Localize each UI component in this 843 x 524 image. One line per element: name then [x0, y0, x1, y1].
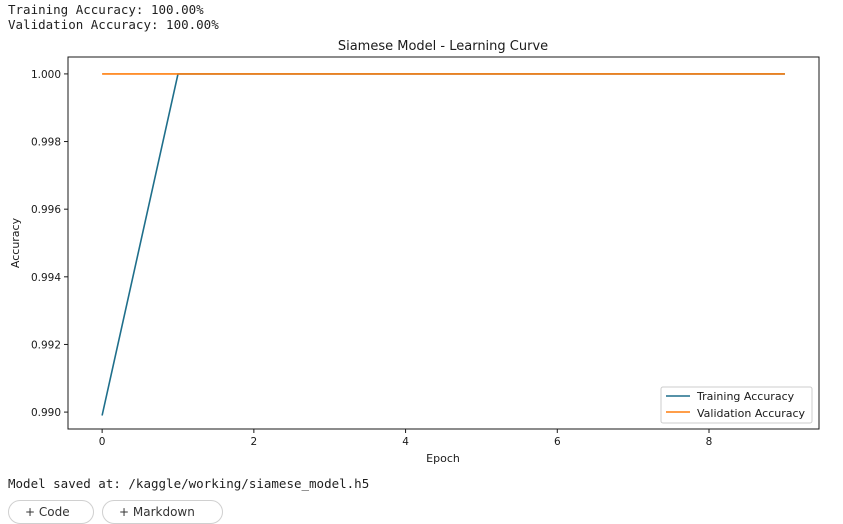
learning-curve-chart: Siamese Model - Learning Curve 0 2 4 6 8 0.99… — [9, 39, 820, 465]
y-tick-label: 0.992 — [31, 339, 61, 351]
y-axis-label: Accuracy — [9, 217, 22, 268]
plot-area-frame — [67, 56, 820, 430]
training-accuracy-output: Training Accuracy: 100.00% — [8, 2, 204, 17]
legend-label-training: Training Accuracy — [696, 390, 795, 403]
validation-accuracy-output: Validation Accuracy: 100.00% — [8, 17, 219, 32]
chart-title: Siamese Model - Learning Curve — [338, 39, 548, 54]
model-saved-output: Model saved at: /kaggle/working/siamese_… — [8, 476, 370, 491]
training-accuracy-line — [101, 73, 785, 416]
legend-box — [660, 386, 813, 424]
x-axis-label: Epoch — [426, 452, 460, 465]
add-code-button[interactable]: + Code — [8, 500, 94, 524]
y-tick-label: 0.990 — [31, 407, 61, 419]
add-markdown-button[interactable]: + Markdown — [102, 500, 223, 524]
x-tick-label: 8 — [706, 436, 713, 448]
legend-label-validation: Validation Accuracy — [697, 407, 806, 420]
x-tick-label: 2 — [251, 436, 258, 448]
x-tick-label: 0 — [99, 436, 106, 448]
y-tick-label: 0.994 — [31, 272, 61, 284]
legend: Training Accuracy Validation Accuracy — [660, 386, 813, 424]
x-tick-label: 4 — [402, 436, 409, 448]
y-tick-label: 1.000 — [31, 69, 61, 81]
y-tick-label: 0.998 — [31, 137, 61, 149]
x-tick-label: 6 — [554, 436, 561, 448]
y-tick-label: 0.996 — [31, 204, 61, 216]
